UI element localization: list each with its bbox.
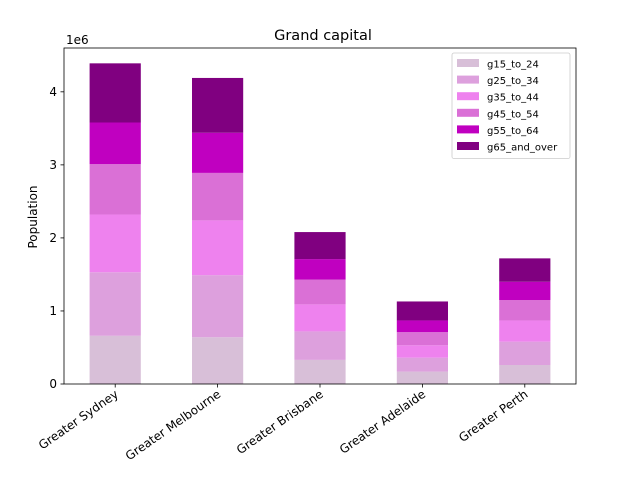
bar-g15_to_24-4: [499, 365, 551, 384]
bar-g35_to_44-3: [396, 345, 448, 358]
bar-g35_to_44-1: [192, 220, 244, 276]
bar-g25_to_34-0: [89, 272, 141, 336]
legend-box: [451, 52, 571, 159]
bar-g15_to_24-1: [192, 337, 244, 384]
bar-g65_and_over-3: [396, 301, 448, 321]
bar-g55_to_64-0: [89, 122, 141, 165]
legend-swatch-g55_to_64: [457, 125, 479, 134]
bar-g65_and_over-1: [192, 77, 244, 133]
x-tick-label: Greater Brisbane: [234, 387, 326, 457]
bar-g45_to_54-4: [499, 300, 551, 321]
legend-label-g55_to_64: g55_to_64: [487, 126, 539, 137]
bar-g35_to_44-4: [499, 320, 551, 342]
x-tick-label: Greater Perth: [456, 387, 530, 445]
bar-g55_to_64-1: [192, 132, 244, 173]
bar-g15_to_24-2: [294, 359, 346, 384]
bar-g55_to_64-4: [499, 281, 551, 300]
bar-g25_to_34-3: [396, 357, 448, 372]
bar-g15_to_24-3: [396, 371, 448, 384]
legend-label-g45_to_54: g45_to_54: [487, 109, 539, 120]
bar-g55_to_64-2: [294, 259, 346, 280]
legend-label-g35_to_44: g35_to_44: [487, 93, 539, 104]
bar-g45_to_54-2: [294, 279, 346, 305]
bar-g45_to_54-3: [396, 332, 448, 346]
legend-swatch-g15_to_24: [457, 59, 479, 67]
y-tick-label: 0: [49, 377, 57, 391]
legend-swatch-g35_to_44: [457, 92, 479, 101]
legend-label-g25_to_34: g25_to_34: [487, 76, 539, 87]
bar-g45_to_54-0: [89, 164, 141, 215]
bar-g65_and_over-2: [294, 232, 346, 260]
x-tick-label: Greater Adelaide: [337, 387, 428, 457]
bar-g25_to_34-2: [294, 331, 346, 360]
y-tick-label: 4: [49, 85, 57, 99]
y-tick-label: 1: [49, 304, 57, 318]
y-tick-label: 3: [49, 158, 57, 172]
legend-label-g15_to_24: g15_to_24: [487, 60, 539, 71]
bar-g25_to_34-4: [499, 341, 551, 366]
y-axis-multiplier: 1e6: [66, 33, 89, 47]
legend-swatch-g25_to_34: [457, 75, 479, 84]
bar-g25_to_34-1: [192, 275, 244, 338]
y-tick-label: 2: [49, 231, 57, 245]
x-tick-label: Greater Sydney: [36, 387, 121, 452]
bar-g65_and_over-4: [499, 258, 551, 282]
legend: g15_to_24 g25_to_34 g35_to_44 g45_to_54 g55_…: [451, 52, 571, 159]
bars-group: [89, 63, 551, 384]
legend-swatch-g65_and_over: [457, 142, 479, 150]
bar-g35_to_44-0: [89, 214, 141, 273]
chart-title: Grand capital: [274, 28, 372, 44]
bar-g55_to_64-3: [396, 320, 448, 333]
bar-g65_and_over-0: [89, 63, 141, 123]
legend-label-g65_and_over: g65_and_over: [487, 143, 558, 154]
bar-g45_to_54-1: [192, 172, 244, 221]
bar-g35_to_44-2: [294, 304, 346, 332]
y-axis-label: Population: [26, 185, 40, 248]
bar-g15_to_24-0: [89, 335, 141, 384]
legend-swatch-g45_to_54: [457, 108, 479, 117]
x-tick-label: Greater Melbourne: [123, 387, 224, 463]
